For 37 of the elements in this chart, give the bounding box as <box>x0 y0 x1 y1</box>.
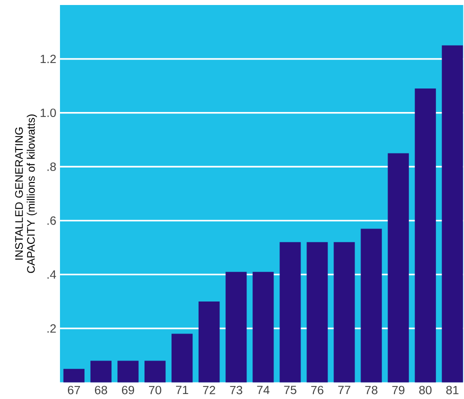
bar <box>334 242 355 382</box>
x-tick-label: 68 <box>94 386 108 394</box>
x-tick-label: 73 <box>230 386 242 394</box>
x-tick-label: 77 <box>338 386 350 394</box>
bar <box>226 272 247 382</box>
y-tick-label: 1.0 <box>40 108 56 117</box>
y-tick-label: .2 <box>48 324 56 332</box>
bar <box>117 360 139 382</box>
y-tick-label: 1.2 <box>40 54 56 63</box>
x-tick-label: 70 <box>149 386 162 394</box>
bar <box>280 242 301 382</box>
bar <box>90 360 112 382</box>
bar <box>442 45 463 382</box>
bar <box>63 368 84 382</box>
x-tick-label: 80 <box>419 386 432 394</box>
x-tick-label: 72 <box>203 386 216 394</box>
bar <box>172 334 193 382</box>
y-axis-title: INSTALLED GENERATING CAPACITY (millions of kilowatts) <box>15 114 37 273</box>
x-tick-label: 69 <box>122 386 134 394</box>
y-tick-label: .4 <box>48 270 56 278</box>
x-tick-label: 81 <box>446 386 458 394</box>
x-tick-label: 79 <box>392 386 404 394</box>
y-tick-label: .8 <box>48 162 56 171</box>
bar <box>144 360 166 382</box>
x-tick-label: 71 <box>176 386 188 394</box>
bar <box>360 228 382 382</box>
x-tick-label: 67 <box>68 386 80 394</box>
y-tick-label: .6 <box>48 216 56 225</box>
x-tick-label: 74 <box>257 386 270 394</box>
bar <box>388 153 409 382</box>
bar <box>198 301 220 382</box>
x-tick-label: 78 <box>365 386 378 394</box>
x-tick-label: 75 <box>284 386 296 394</box>
bar <box>252 272 274 382</box>
x-tick-label: 76 <box>311 386 324 394</box>
bar <box>414 88 436 382</box>
bar <box>306 242 328 382</box>
